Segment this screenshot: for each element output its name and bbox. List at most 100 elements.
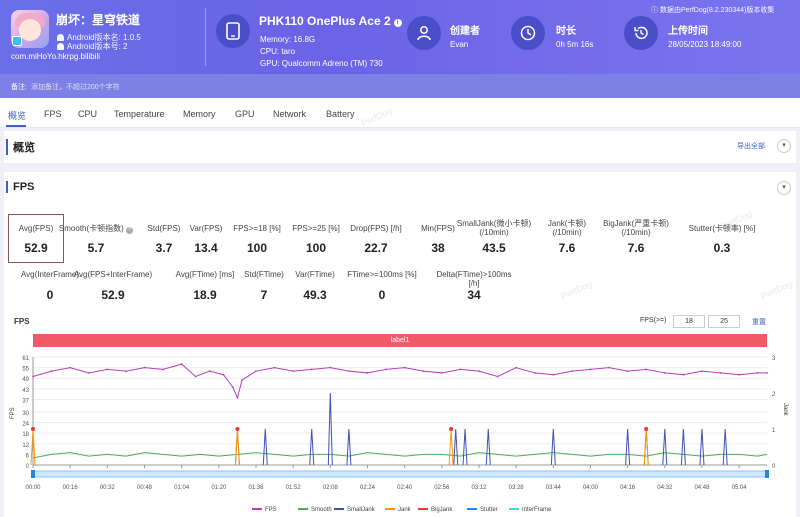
label-band[interactable]: label1	[33, 334, 767, 347]
jank-spike	[643, 428, 649, 466]
fps-point	[515, 366, 518, 369]
y2-tick-label: 2	[772, 392, 776, 398]
metric-label: Smooth(卡顿指数) ?	[56, 224, 136, 234]
fps-point	[241, 379, 243, 381]
overview-collapse-button[interactable]: ▾	[777, 139, 791, 153]
x-tick-label: 04:00	[583, 485, 599, 491]
x-tick-label: 02:40	[397, 485, 413, 491]
fps-point	[222, 373, 225, 376]
help-icon[interactable]: ?	[126, 227, 134, 234]
duration-title: 时长	[556, 26, 576, 37]
upload-value: 28/05/2023 18:49:00	[668, 40, 742, 49]
android-icon	[57, 43, 64, 50]
fps-threshold-label: FPS(>=)	[640, 317, 667, 324]
reset-button[interactable]: 重置	[752, 319, 766, 326]
fps-point	[552, 373, 555, 376]
tab-battery[interactable]: Battery	[326, 109, 355, 119]
metric-value: 43.5	[482, 241, 506, 255]
metric-value: 0	[46, 288, 54, 302]
avg-fps-highlight	[8, 214, 64, 263]
note-label: 备注:	[11, 84, 27, 91]
header-divider	[205, 8, 206, 66]
tab-fps[interactable]: FPS	[44, 109, 62, 119]
metric-value: 3.7	[155, 241, 173, 255]
device-cpu: CPU: taro	[260, 47, 296, 56]
bigjank-marker	[235, 427, 240, 431]
fps-point	[125, 370, 127, 373]
metric-value: 52.9	[24, 241, 48, 255]
legend-item: SmallJank	[347, 507, 376, 513]
tab-memory[interactable]: Memory	[183, 109, 216, 119]
x-tick-label: 00:00	[25, 485, 41, 491]
metric-value: 7.6	[558, 241, 576, 255]
creator-title: 创建者	[450, 26, 480, 37]
fps-point	[106, 368, 109, 371]
fps-point	[756, 372, 759, 374]
fps-point	[194, 375, 197, 378]
metric-value: 100	[246, 241, 268, 255]
fps-point	[403, 366, 406, 369]
metric-label: Avg(FPS)	[18, 224, 54, 233]
chart-title: FPS	[14, 317, 30, 326]
y2-axis-label: Jank	[782, 403, 788, 417]
fps-point	[459, 368, 462, 371]
y-tick-label: 18	[22, 432, 29, 438]
bigjank-marker	[449, 427, 454, 431]
tab-temperature[interactable]: Temperature	[114, 109, 165, 119]
metric-label: FPS>=18 [%]	[233, 224, 281, 233]
x-tick-label: 02:08	[323, 485, 339, 491]
fps-collapse-button[interactable]: ▾	[777, 181, 791, 195]
tab-gpu[interactable]: GPU	[235, 109, 255, 119]
x-tick-label: 02:24	[360, 485, 376, 491]
smalljank-spike	[550, 428, 556, 466]
metric-value: 34	[467, 288, 481, 302]
smalljank-spike	[453, 428, 459, 466]
y-axis-label: FPS	[10, 407, 16, 419]
y-tick-label: 61	[22, 356, 29, 362]
fps-point	[766, 372, 768, 374]
tab-network[interactable]: Network	[273, 109, 307, 119]
metric-value: 13.4	[194, 241, 218, 255]
bigjank-marker	[644, 427, 649, 431]
x-tick-label: 03:44	[546, 485, 562, 491]
x-tick-label: 04:32	[657, 485, 673, 491]
fps-point	[626, 370, 629, 373]
fps-point	[236, 396, 239, 399]
x-tick-label: 04:48	[694, 485, 710, 491]
fps-point	[180, 363, 183, 365]
legend-item: FPS	[265, 507, 277, 513]
fps-threshold-2-input[interactable]	[708, 315, 740, 328]
overview-title: 概览	[6, 139, 35, 155]
smooth-series-line	[32, 452, 768, 459]
metric-value: 38	[431, 241, 445, 255]
fps-point	[32, 375, 34, 378]
overview-section	[4, 131, 796, 163]
fps-point	[366, 372, 369, 374]
fps-point	[143, 366, 146, 369]
note-input[interactable]: 添加备注，不超过200个字符	[30, 84, 120, 91]
device-info-icon[interactable]: i	[393, 19, 402, 27]
watermark: PerfDog	[359, 105, 394, 129]
fps-threshold-1-input[interactable]	[673, 315, 705, 328]
fps-point	[273, 366, 276, 369]
metric-label: FPS>=25 [%]	[292, 224, 340, 233]
smalljank-spike	[346, 428, 352, 466]
export-all-link[interactable]: 导出全部	[737, 143, 765, 150]
bigjank-marker	[31, 427, 35, 431]
fps-point	[440, 372, 443, 374]
note-bar[interactable]: 备注: 添加备注，不超过200个字符	[0, 74, 800, 98]
fps-point	[162, 368, 164, 371]
duration-value: 0h 5m 16s	[556, 40, 594, 49]
tab-cpu[interactable]: CPU	[78, 109, 98, 119]
metric-label: Avg(FPS+InterFrame)	[73, 270, 153, 279]
y-tick-label: 30	[22, 411, 29, 417]
fps-point	[701, 370, 703, 373]
slider-handle-right	[765, 470, 769, 478]
metric-label: Avg(InterFrame)	[20, 270, 80, 279]
tab-overview[interactable]: 概览	[8, 111, 27, 121]
smalljank-spike	[327, 392, 333, 466]
legend-item: BigJank	[431, 507, 453, 513]
package-name: com.miHoYo.hkrpg.bilibili	[11, 52, 101, 61]
